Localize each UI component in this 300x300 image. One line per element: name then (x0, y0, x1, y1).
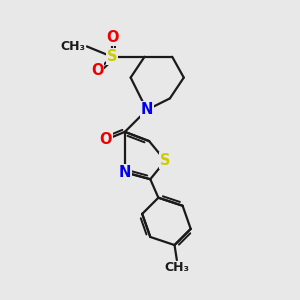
Text: CH₃: CH₃ (61, 40, 85, 53)
Text: O: O (91, 63, 103, 78)
Text: O: O (99, 132, 112, 147)
Text: O: O (106, 30, 118, 45)
Text: S: S (160, 153, 171, 168)
Text: S: S (107, 49, 117, 64)
Text: CH₃: CH₃ (164, 261, 189, 274)
Text: N: N (119, 165, 131, 180)
Text: N: N (141, 102, 153, 117)
